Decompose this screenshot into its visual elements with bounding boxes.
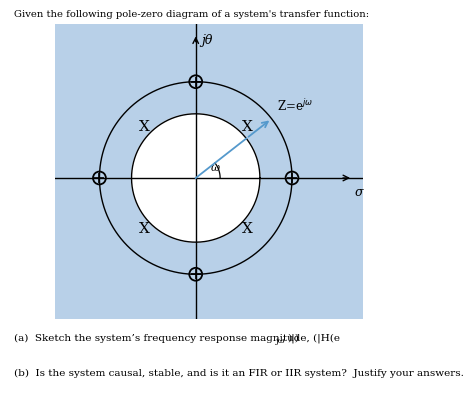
Text: Given the following pole-zero diagram of a system's transfer function:: Given the following pole-zero diagram of… [14, 10, 369, 19]
Text: X: X [139, 222, 150, 236]
Text: )|): )|) [288, 333, 300, 343]
Text: X: X [242, 120, 253, 134]
Text: jω: jω [276, 337, 285, 345]
Text: (b)  Is the system causal, stable, and is it an FIR or IIR system?  Justify your: (b) Is the system causal, stable, and is… [14, 369, 464, 378]
Text: Z=e$^{j\omega}$: Z=e$^{j\omega}$ [277, 98, 313, 114]
Text: X: X [139, 120, 150, 134]
Polygon shape [132, 114, 260, 242]
Text: (a)  Sketch the system’s frequency response magnitude, (|H(e: (a) Sketch the system’s frequency respon… [14, 333, 340, 343]
Text: X: X [242, 222, 253, 236]
Text: σ: σ [355, 186, 364, 200]
Text: jθ: jθ [201, 34, 212, 47]
Text: ω: ω [210, 163, 219, 173]
